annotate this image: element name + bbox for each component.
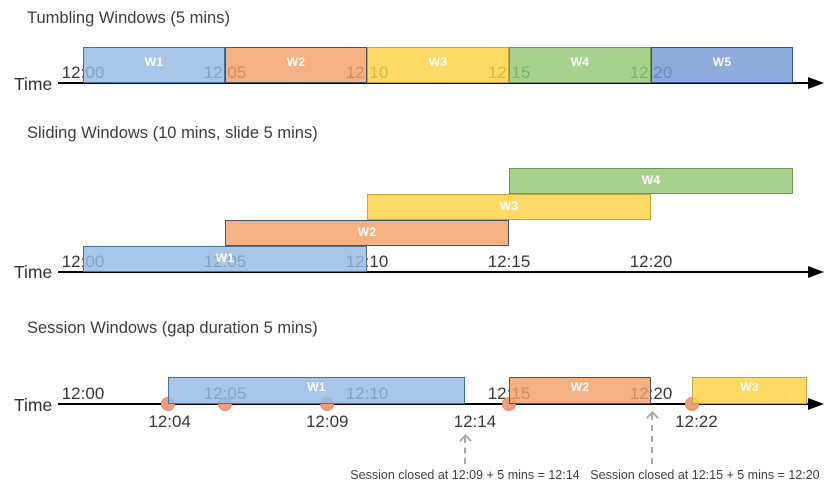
window-label: W2 — [357, 225, 377, 239]
window-label: W1 — [215, 251, 235, 265]
window-w4: W4 — [509, 47, 651, 83]
window-w3: W3 — [367, 194, 651, 220]
window-label: W5 — [712, 55, 732, 69]
session-close-arrowhead-icon — [646, 411, 660, 424]
tick-label: 12:15 — [487, 252, 531, 271]
window-label: W2 — [570, 380, 590, 394]
axis-arrowhead-icon — [808, 77, 824, 89]
session-close-arrowhead-icon — [459, 434, 472, 447]
time-axis — [58, 403, 808, 405]
window-w3: W3 — [692, 377, 808, 404]
window-label: W2 — [286, 55, 306, 69]
tick-label: 12:20 — [629, 252, 673, 271]
window-w2: W2 — [225, 47, 367, 83]
event-time-label: 12:09 — [305, 412, 349, 431]
section-title-sliding: Sliding Windows (10 mins, slide 5 mins) — [27, 124, 318, 142]
window-label: W1 — [144, 55, 164, 69]
window-w4: W4 — [509, 168, 793, 194]
window-label: W4 — [570, 55, 590, 69]
window-label: W3 — [740, 380, 759, 394]
window-label: W1 — [307, 380, 326, 394]
window-w1: W1 — [83, 246, 367, 272]
session-close-annotation: Session closed at 12:09 + 5 mins = 12:14 — [350, 468, 580, 482]
section-title-tumbling: Tumbling Windows (5 mins) — [27, 9, 230, 27]
window-w3: W3 — [367, 47, 509, 83]
time-axis-label-tumbling: Time — [14, 74, 53, 94]
event-time-label: 12:22 — [675, 412, 718, 431]
window-w2: W2 — [509, 377, 651, 404]
tick-label: 12:00 — [61, 384, 105, 403]
time-axis — [58, 82, 808, 84]
window-w1: W1 — [83, 47, 225, 83]
session-close-arrow-icon — [463, 437, 466, 464]
window-w2: W2 — [225, 220, 509, 246]
window-w5: W5 — [651, 47, 793, 83]
time-axis-label-sliding: Time — [14, 262, 53, 282]
window-label: W3 — [499, 199, 519, 213]
event-time-label: 12:04 — [148, 412, 191, 431]
time-axis — [58, 271, 808, 273]
window-label: W4 — [641, 173, 661, 187]
event-time-label: 12:14 — [453, 412, 497, 431]
session-close-annotation: Session closed at 12:15 + 5 mins = 12:20 — [590, 468, 820, 482]
window-label: W3 — [428, 55, 448, 69]
section-title-session: Session Windows (gap duration 5 mins) — [27, 319, 318, 337]
axis-arrowhead-icon — [808, 398, 824, 410]
session-close-arrow-icon — [651, 414, 654, 464]
time-axis-label-session: Time — [14, 395, 53, 415]
window-w1: W1 — [168, 377, 465, 404]
axis-arrowhead-icon — [808, 266, 824, 278]
